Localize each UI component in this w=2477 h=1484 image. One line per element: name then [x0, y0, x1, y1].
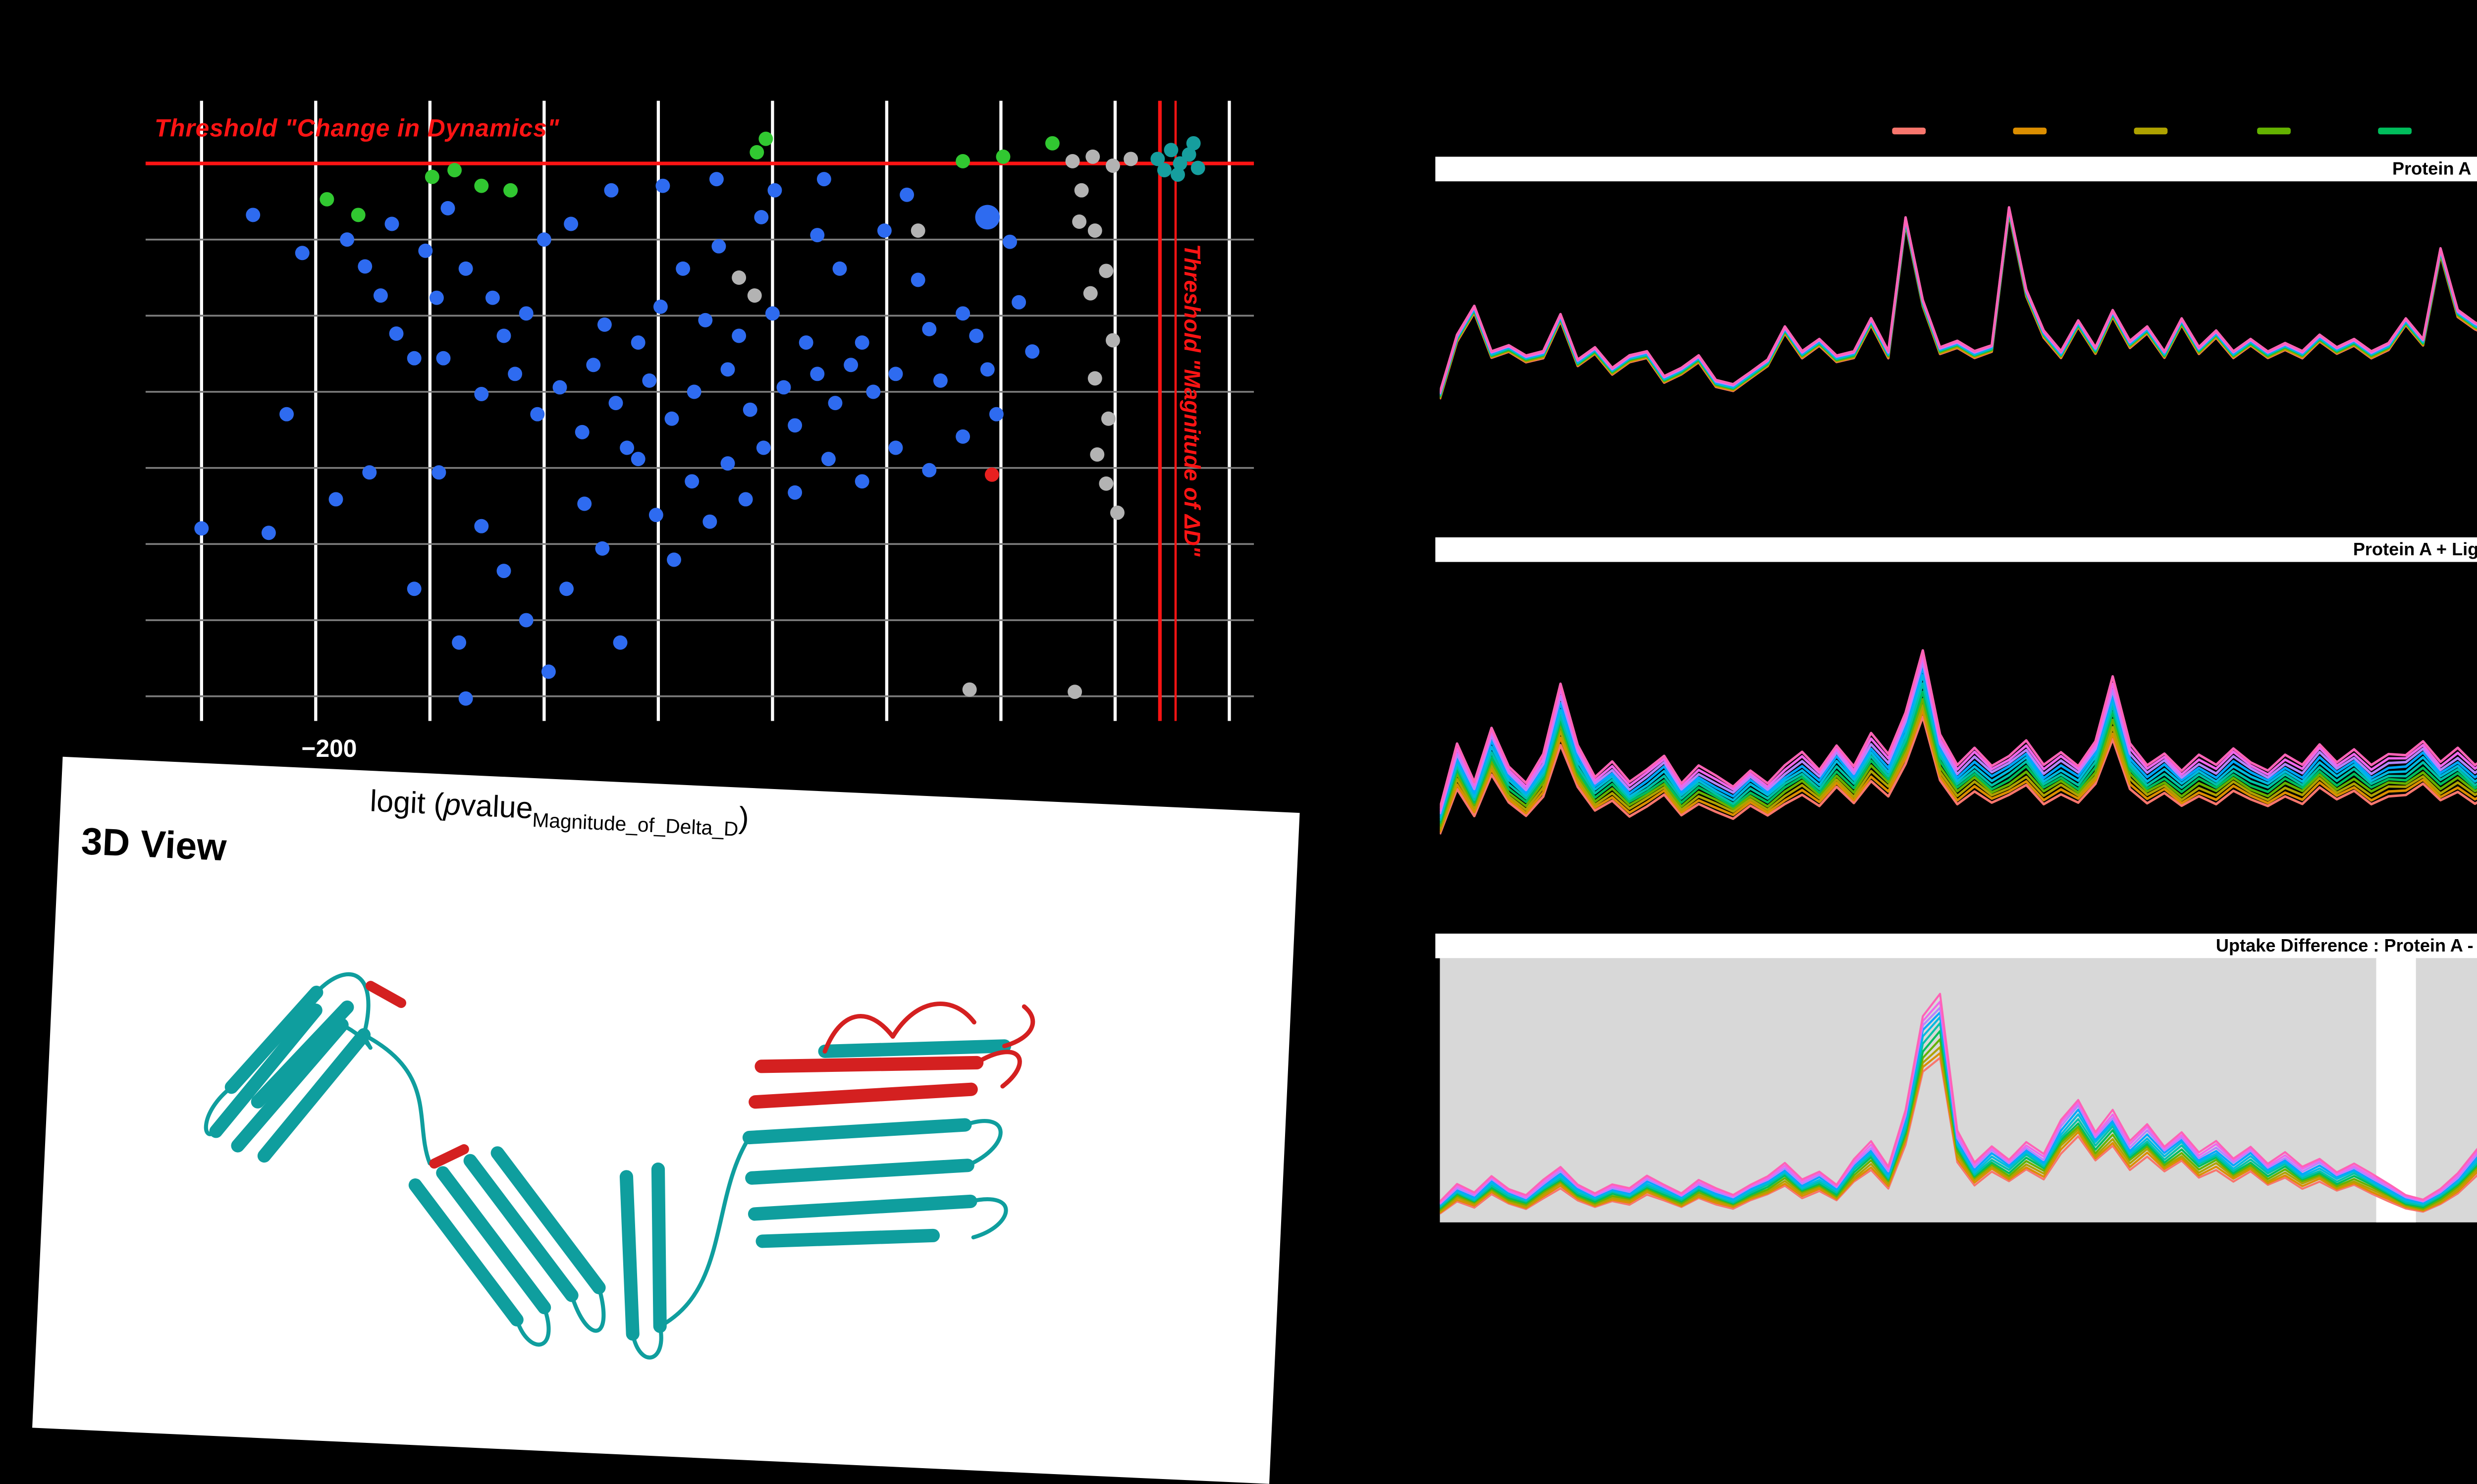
- facet-title-protein-a-ligand: Protein A + Ligand: [2353, 539, 2477, 560]
- volcano-scatter-canvas[interactable]: [145, 101, 1254, 721]
- volcano-x-tick-label: −200: [301, 737, 357, 764]
- legend-key-3[interactable]: [2135, 127, 2169, 135]
- axis-label-suffix: ): [738, 800, 750, 835]
- facet-title-protein-a: Protein A: [2392, 159, 2472, 179]
- legend-key-1[interactable]: [1892, 127, 1926, 135]
- uptake-difference-chart[interactable]: [1440, 958, 2477, 1222]
- legend-key-5[interactable]: [2377, 127, 2411, 135]
- protein-ribbon-structure[interactable]: [137, 887, 1100, 1444]
- uptake-chart-protein-a[interactable]: [1440, 181, 2477, 522]
- uptake-lines-canvas-b[interactable]: [1440, 562, 2477, 909]
- facet-title-uptake-difference: Uptake Difference : Protein A - (Protein…: [2215, 936, 2477, 956]
- facet-strip-uptake-difference: Uptake Difference : Protein A - (Protein…: [1435, 933, 2477, 958]
- uptake-lines-canvas-a[interactable]: [1440, 181, 2477, 522]
- chart-legend[interactable]: [1892, 125, 2477, 137]
- facet-strip-protein-a: Protein A: [1435, 157, 2477, 182]
- axis-label-prefix: logit (: [369, 784, 445, 821]
- facet-strip-protein-a-ligand: Protein A + Ligand: [1435, 537, 2477, 562]
- structure-3d-panel[interactable]: logit (pvalueMagnitude_of_Delta_D) 3D Vi…: [32, 756, 1300, 1484]
- axis-label-value: value: [460, 788, 534, 825]
- threshold-magnitude-label: Threshold "Magnitude of ΔD": [1178, 244, 1203, 557]
- protein-strands: [209, 985, 1012, 1341]
- protein-loops: [204, 972, 1008, 1360]
- axis-label-p: p: [443, 787, 462, 822]
- legend-key-4[interactable]: [2256, 127, 2290, 135]
- uptake-lines-canvas-c[interactable]: [1440, 958, 2477, 1222]
- viewer-3d-title: 3D View: [80, 820, 227, 870]
- axis-label-subscript: Magnitude_of_Delta_D: [532, 808, 739, 841]
- app-canvas: Threshold "Change in Dynamics" Threshold…: [32, 101, 2477, 1484]
- threshold-dynamics-label: Threshold "Change in Dynamics": [154, 116, 560, 144]
- protein-highlight-red: [365, 981, 1035, 1169]
- legend-key-2[interactable]: [2013, 127, 2047, 135]
- volcano-plot[interactable]: Threshold "Change in Dynamics" Threshold…: [145, 101, 1254, 721]
- uptake-chart-protein-a-ligand[interactable]: [1440, 562, 2477, 909]
- volcano-x-axis-label: logit (pvalueMagnitude_of_Delta_D): [369, 784, 750, 841]
